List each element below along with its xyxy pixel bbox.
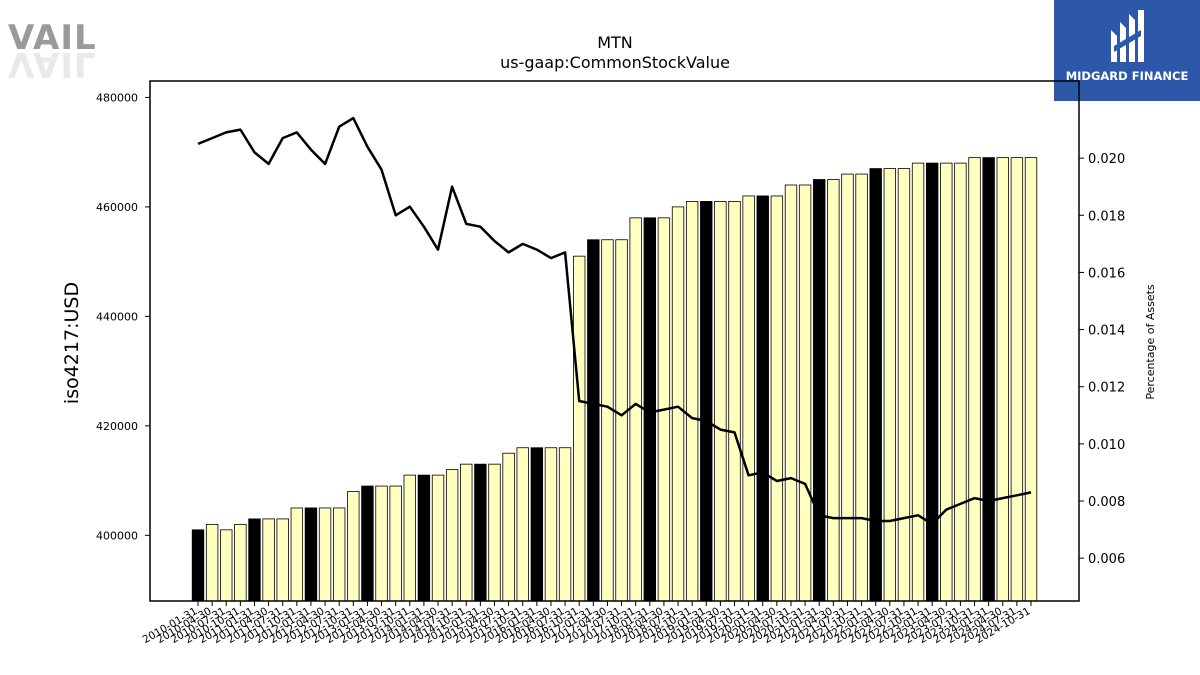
bar bbox=[954, 162, 967, 602]
bar bbox=[375, 485, 388, 602]
bar bbox=[911, 162, 925, 602]
bar bbox=[304, 507, 318, 602]
midgard-finance-logo: MIDGARD FINANCE bbox=[1054, 0, 1200, 101]
bar bbox=[276, 518, 289, 602]
bar bbox=[784, 184, 798, 602]
bar bbox=[431, 474, 445, 602]
bar bbox=[558, 447, 572, 602]
bar bbox=[728, 201, 741, 602]
bar bbox=[290, 507, 304, 602]
bar bbox=[1024, 157, 1038, 602]
bar bbox=[318, 507, 332, 602]
bar bbox=[869, 168, 882, 602]
y2-tick-label: 0.006 bbox=[1088, 552, 1125, 567]
y-tick-label: 400000 bbox=[96, 529, 138, 542]
bar bbox=[502, 452, 515, 602]
bar bbox=[671, 206, 685, 602]
bar bbox=[220, 529, 233, 602]
percentage-line bbox=[197, 116, 1032, 526]
bars-layer bbox=[191, 157, 1038, 602]
bar bbox=[460, 463, 473, 602]
bar bbox=[474, 463, 487, 602]
bar bbox=[389, 485, 402, 602]
bar bbox=[191, 529, 205, 602]
bar bbox=[897, 168, 911, 602]
y-axis-label: iso4217:USD bbox=[61, 282, 83, 404]
midgard-emblem-icon bbox=[1111, 10, 1144, 62]
bar bbox=[573, 255, 586, 602]
bar bbox=[629, 217, 642, 602]
chart-title: MTN bbox=[597, 33, 633, 52]
y-axis-ticks: 400000 420000 440000 460000 480000 bbox=[96, 91, 150, 542]
bar bbox=[587, 239, 600, 602]
bar bbox=[530, 447, 544, 602]
bar bbox=[841, 173, 854, 602]
y2-tick-label: 0.016 bbox=[1088, 266, 1125, 281]
bar bbox=[770, 195, 784, 602]
plot-frame bbox=[149, 80, 1080, 602]
bar bbox=[347, 491, 360, 602]
y2-tick-label: 0.012 bbox=[1088, 381, 1125, 396]
bar bbox=[714, 201, 727, 602]
bar bbox=[1010, 157, 1024, 602]
bar bbox=[488, 463, 501, 602]
bar bbox=[827, 179, 840, 602]
bar bbox=[813, 179, 826, 602]
bar bbox=[445, 469, 459, 602]
x-axis-ticks: 2010-01-312010-04-302010-07-312010-10-31… bbox=[141, 601, 1033, 646]
y2-tick-label: 0.014 bbox=[1088, 324, 1125, 339]
y2-axis-ticks: 0.006 0.008 0.010 0.012 0.014 0.016 0.018 0.020 bbox=[1079, 152, 1125, 567]
midgard-finance-brand-text: MIDGARD FINANCE bbox=[1065, 69, 1189, 83]
bar bbox=[925, 162, 939, 602]
bar bbox=[742, 195, 755, 602]
bar bbox=[756, 195, 769, 602]
bar bbox=[403, 474, 416, 602]
bar bbox=[205, 523, 219, 602]
vail-logo-text: VAIL bbox=[8, 18, 97, 58]
bar bbox=[968, 157, 981, 602]
y2-tick-label: 0.010 bbox=[1088, 438, 1125, 453]
bar bbox=[544, 447, 558, 602]
bar bbox=[615, 239, 628, 602]
bar bbox=[516, 447, 529, 602]
y2-axis-label: Percentage of Assets bbox=[1144, 284, 1157, 400]
bar bbox=[601, 239, 614, 602]
bar bbox=[996, 157, 1009, 602]
y-tick-label: 440000 bbox=[96, 310, 138, 323]
bar bbox=[332, 507, 346, 602]
bar bbox=[361, 485, 374, 602]
bar bbox=[982, 157, 995, 602]
y2-tick-label: 0.018 bbox=[1088, 209, 1125, 224]
y-tick-label: 480000 bbox=[96, 91, 138, 104]
bar bbox=[417, 474, 431, 602]
y-tick-label: 460000 bbox=[96, 201, 138, 214]
bar bbox=[262, 518, 275, 602]
y-tick-label: 420000 bbox=[96, 420, 138, 433]
bar bbox=[700, 201, 713, 602]
y2-tick-label: 0.008 bbox=[1088, 495, 1125, 510]
line-layer bbox=[197, 116, 1032, 526]
bar bbox=[248, 518, 261, 602]
bar bbox=[798, 184, 812, 602]
bar bbox=[234, 523, 247, 602]
bar bbox=[940, 162, 953, 602]
bar bbox=[685, 201, 699, 602]
chart-subtitle: us-gaap:CommonStockValue bbox=[500, 53, 730, 72]
bar bbox=[883, 168, 897, 602]
bar bbox=[855, 173, 868, 602]
vail-logo: VAIL VAIL bbox=[8, 18, 98, 84]
y2-tick-label: 0.020 bbox=[1088, 152, 1125, 167]
